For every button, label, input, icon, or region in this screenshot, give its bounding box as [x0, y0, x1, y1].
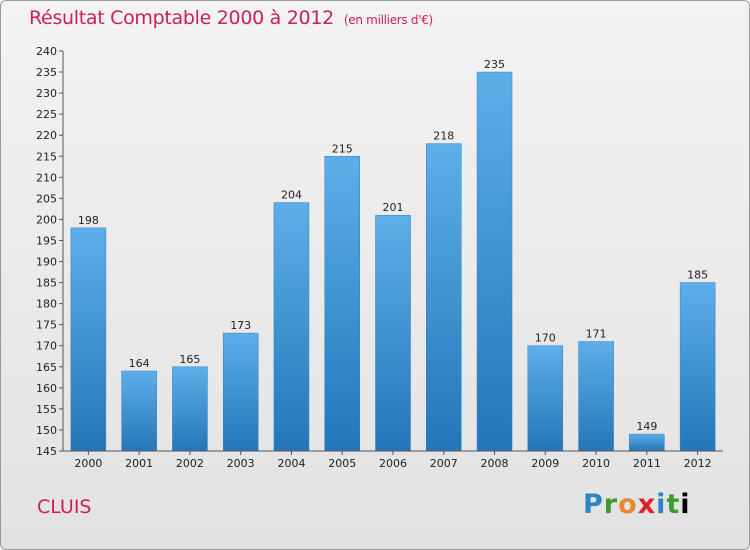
- data-label-2006: 201: [383, 201, 404, 214]
- x-tick-label-2009: 2009: [531, 457, 559, 470]
- logo-letter: i: [656, 489, 667, 520]
- data-label-2000: 198: [78, 214, 99, 227]
- data-label-2012: 185: [687, 269, 708, 282]
- chart-title: Résultat Comptable 2000 à 2012 (en millie…: [29, 7, 433, 29]
- x-tick-label-2004: 2004: [277, 457, 305, 470]
- y-tick-label: 165: [36, 361, 57, 374]
- data-label-2011: 149: [636, 420, 657, 433]
- y-tick-label: 155: [36, 403, 57, 416]
- chart-title-text: Résultat Comptable 2000 à 2012: [29, 7, 334, 29]
- y-tick-label: 175: [36, 319, 57, 332]
- y-tick-label: 145: [36, 445, 57, 458]
- y-tick-label: 195: [36, 234, 57, 247]
- y-tick-label: 180: [36, 298, 57, 311]
- logo-letter: o: [618, 489, 638, 520]
- y-tick-label: 220: [36, 129, 57, 142]
- logo-letter: r: [603, 489, 619, 520]
- y-tick-label: 235: [36, 66, 57, 79]
- data-label-2009: 170: [535, 332, 556, 345]
- bar-2006: [375, 214, 411, 452]
- y-tick-label: 200: [36, 213, 57, 226]
- bar-2005: [324, 156, 360, 452]
- bar-2010: [578, 341, 614, 452]
- y-tick-label: 215: [36, 150, 57, 163]
- x-tick-label-2011: 2011: [633, 457, 661, 470]
- data-label-2008: 235: [484, 58, 505, 71]
- bar-2000: [70, 227, 107, 452]
- bar-2012: [679, 282, 716, 452]
- data-label-2001: 164: [129, 357, 150, 370]
- x-tick-label-2000: 2000: [74, 457, 102, 470]
- y-tick-label: 205: [36, 192, 57, 205]
- chart-unit-note: (en milliers d'€): [343, 13, 433, 27]
- proxiti-logo: Proxiti: [583, 489, 691, 520]
- data-label-2002: 165: [179, 353, 200, 366]
- logo-letter: i: [680, 489, 691, 520]
- x-tick-label-2010: 2010: [582, 457, 610, 470]
- y-tick-label: 170: [36, 340, 57, 353]
- data-label-2007: 218: [433, 130, 454, 143]
- bar-2002: [172, 366, 208, 452]
- axes-group: 145 150 155 160 165 170 175 180 185 190 195 200 205 2…: [36, 45, 723, 470]
- y-tick-label: 185: [36, 277, 57, 290]
- data-label-2010: 171: [586, 328, 607, 341]
- x-tick-label-2005: 2005: [328, 457, 356, 470]
- y-tick-label: 160: [36, 382, 57, 395]
- y-tick-label: 190: [36, 256, 57, 269]
- bar-2008: [476, 71, 513, 452]
- data-label-2004: 204: [281, 189, 302, 202]
- x-tick-label-2006: 2006: [379, 457, 407, 470]
- x-tick-label-2003: 2003: [227, 457, 255, 470]
- x-tick-label-2007: 2007: [430, 457, 458, 470]
- bar-2007: [426, 143, 462, 452]
- logo-letter: t: [666, 489, 681, 520]
- x-tick-label-2012: 2012: [684, 457, 712, 470]
- y-tick-label: 210: [36, 171, 57, 184]
- bar-2004: [273, 202, 310, 452]
- bar-2001: [121, 370, 157, 452]
- bars-group: 198 164 165 173 204 215 201 218 235 170 171 149 185: [70, 58, 716, 452]
- commune-name: CLUIS: [37, 496, 92, 518]
- logo-letter: P: [583, 489, 604, 520]
- y-tick-label: 230: [36, 87, 57, 100]
- bar-2011: [629, 433, 665, 452]
- x-tick-label-2001: 2001: [125, 457, 153, 470]
- y-tick-label: 240: [36, 45, 57, 58]
- data-label-2005: 215: [332, 142, 353, 155]
- x-tick-label-2008: 2008: [481, 457, 509, 470]
- y-tick-label: 225: [36, 108, 57, 121]
- y-tick-label: 150: [36, 424, 57, 437]
- logo-letter: x: [637, 489, 657, 520]
- x-tick-label-2002: 2002: [176, 457, 204, 470]
- bar-2009: [527, 345, 564, 452]
- data-label-2003: 173: [230, 319, 251, 332]
- bar-2003: [222, 332, 259, 452]
